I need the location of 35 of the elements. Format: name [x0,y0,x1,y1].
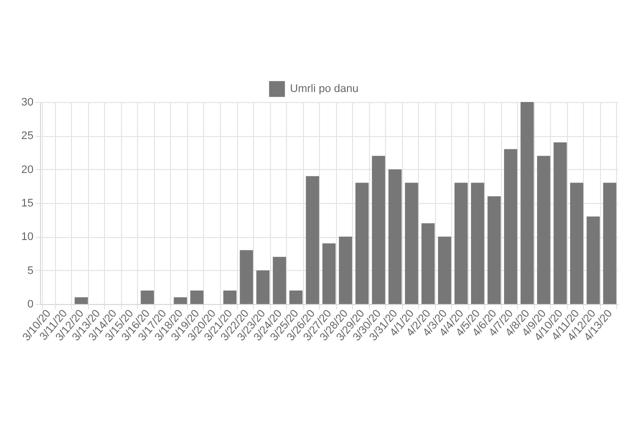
bar [421,223,435,304]
y-tick-label: 10 [21,231,34,244]
bar [570,182,584,304]
bar [404,182,418,304]
legend-label: Umrli po danu [290,83,358,95]
bar [306,176,320,304]
bar [140,290,154,304]
y-tick-label: 25 [21,130,34,142]
bar [74,297,88,304]
y-tick-label: 30 [21,96,34,108]
bar [488,196,501,304]
bar [289,290,303,304]
bar [554,142,567,304]
bar [174,297,187,304]
bar [603,182,616,304]
bar [504,149,518,304]
y-tick-label: 5 [27,264,34,277]
bar [454,182,468,304]
bar [272,256,286,304]
bar [338,236,352,304]
bar [438,236,452,304]
bar [190,290,204,304]
bar [586,216,600,304]
y-tick-label: 0 [27,298,34,310]
bar [372,156,386,304]
bar [223,290,237,304]
bar [322,243,336,304]
bar [256,270,270,304]
y-tick-label: 20 [21,164,34,176]
bar [537,156,550,304]
bar [471,182,484,304]
bar [388,169,402,304]
bar [240,250,254,304]
y-tick-label: 15 [21,198,34,210]
bar [355,182,369,304]
